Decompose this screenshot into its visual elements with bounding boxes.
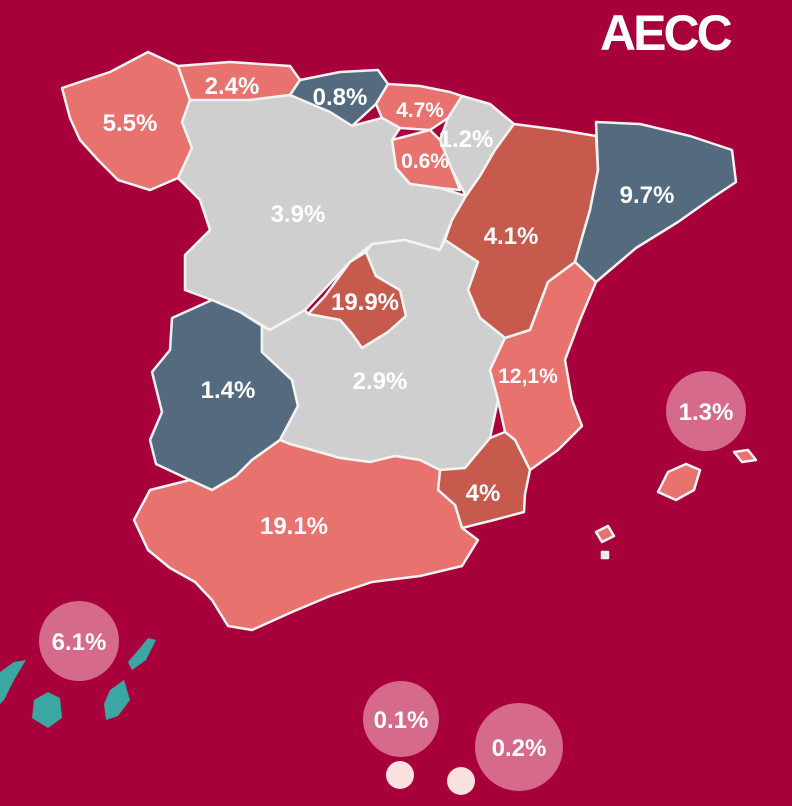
label-castilla-la-mancha: 2.9%: [353, 368, 408, 395]
label-castilla-leon: 3.9%: [271, 201, 326, 228]
region-baleares: [594, 448, 758, 560]
label-pais-vasco: 4.7%: [396, 99, 444, 122]
ceuta-bubble: [363, 681, 439, 757]
label-asturias: 2.4%: [205, 73, 260, 100]
label-ceuta: 0.1%: [374, 707, 429, 734]
ceuta-dot: [386, 761, 414, 789]
label-andalucia: 19.1%: [260, 513, 328, 540]
label-valencia: 12,1%: [498, 365, 558, 388]
melilla-dot: [447, 767, 475, 795]
region-pais-vasco: [374, 82, 464, 132]
region-canarias: [0, 638, 156, 728]
label-madrid: 19.9%: [331, 289, 399, 316]
label-galicia: 5.5%: [103, 110, 158, 137]
baleares-bubble: [666, 371, 746, 451]
aecc-logo: AECC: [600, 5, 732, 61]
label-la-rioja: 0.6%: [401, 150, 449, 173]
melilla-bubble: [475, 703, 563, 791]
label-navarra: 1.2%: [439, 126, 494, 153]
region-valencia: [488, 260, 598, 472]
label-canarias: 6.1%: [52, 629, 107, 656]
label-cataluna: 9.7%: [620, 182, 675, 209]
label-baleares: 1.3%: [679, 399, 734, 426]
label-cantabria: 0.8%: [313, 84, 368, 111]
region-andalucia: [132, 438, 480, 632]
label-melilla: 0.2%: [492, 735, 547, 762]
label-extremadura: 1.4%: [201, 377, 256, 404]
label-aragon: 4.1%: [484, 223, 539, 250]
label-murcia: 4%: [466, 480, 501, 507]
canarias-bubble: [39, 601, 119, 681]
region-cataluna: [573, 120, 738, 284]
